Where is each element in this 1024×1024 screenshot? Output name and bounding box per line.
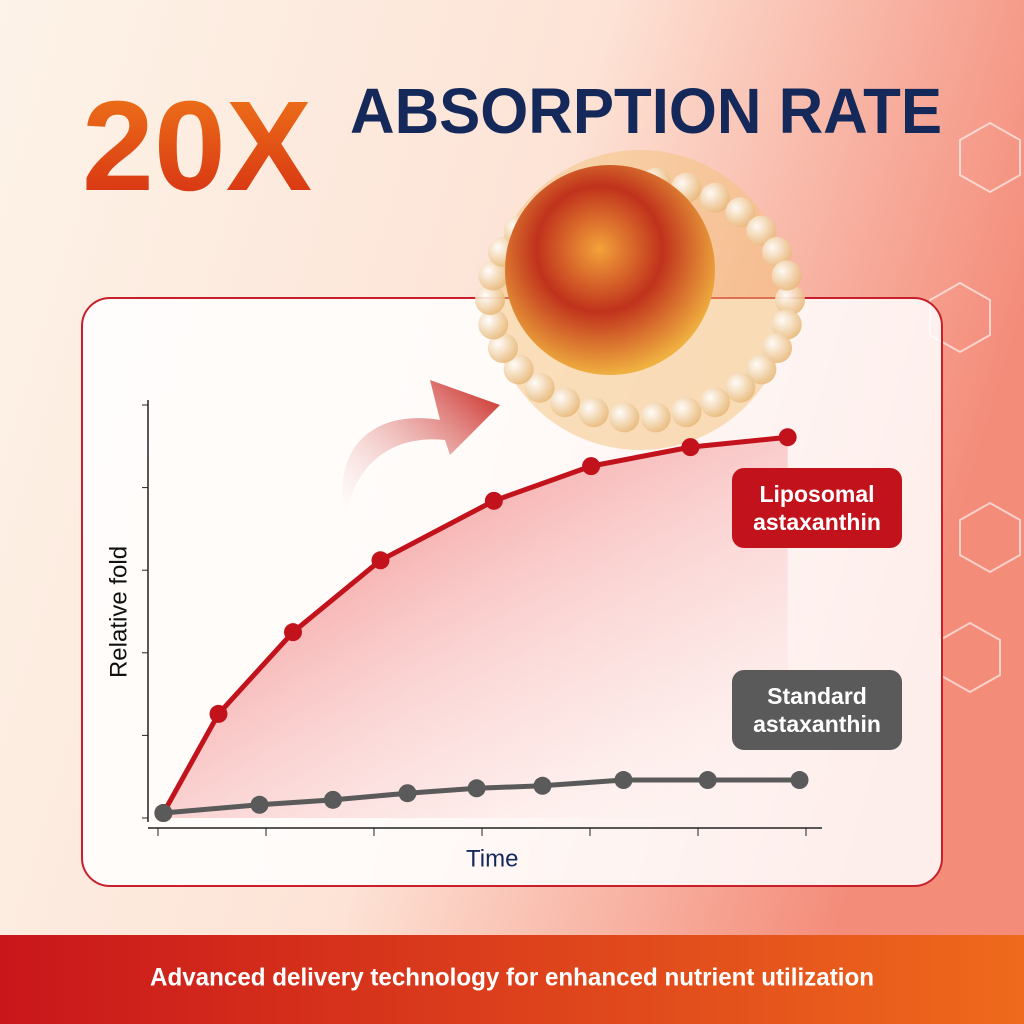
point: [250, 795, 269, 814]
bead: [746, 215, 777, 246]
point: [484, 491, 503, 510]
point: [284, 623, 302, 642]
point: [533, 776, 552, 795]
legend-box: Standard astaxanthin: [732, 670, 902, 750]
bead: [775, 285, 805, 315]
legend-label: Liposomal astaxanthin: [753, 481, 881, 535]
point: [582, 457, 601, 476]
point: [209, 704, 228, 723]
point: [398, 784, 417, 803]
arrow-decor: [342, 380, 500, 520]
legend-label: Standard astaxanthin: [753, 683, 881, 737]
point: [323, 790, 342, 809]
point: [681, 438, 700, 457]
bead: [487, 332, 518, 363]
liposome-illustration: [475, 150, 805, 450]
bead: [475, 285, 505, 315]
x-axis-label: Time: [466, 845, 518, 872]
footer-band: [0, 935, 1024, 1024]
bead: [478, 260, 509, 291]
bead: [550, 387, 580, 418]
bead: [609, 402, 640, 433]
headline-highlight: 20X: [82, 75, 312, 218]
point: [778, 428, 797, 447]
point: [467, 779, 486, 798]
point: [698, 771, 717, 790]
bead: [524, 372, 555, 403]
bead: [671, 397, 702, 428]
point: [154, 804, 173, 823]
bead: [503, 354, 534, 385]
bead: [771, 260, 802, 291]
bead: [700, 182, 730, 213]
bead: [771, 309, 802, 340]
molecule-decor: [929, 121, 1021, 694]
y-axis-label: Relative fold: [105, 546, 132, 678]
line: [161, 434, 788, 815]
bead: [746, 354, 777, 385]
bead: [762, 237, 793, 268]
bead: [478, 309, 509, 340]
bead: [725, 372, 756, 403]
point: [790, 771, 809, 790]
headline-title: ABSORPTION RATE: [350, 75, 942, 147]
point: [371, 551, 390, 570]
footer-text: Advanced delivery technology for enhance…: [150, 964, 874, 992]
bead: [578, 397, 609, 428]
bead: [725, 197, 756, 228]
bead: [640, 402, 671, 433]
area: [163, 437, 788, 818]
bead: [700, 387, 730, 418]
bead: [762, 332, 793, 363]
legend-box: Liposomal astaxanthin: [732, 468, 902, 548]
point: [614, 771, 633, 790]
